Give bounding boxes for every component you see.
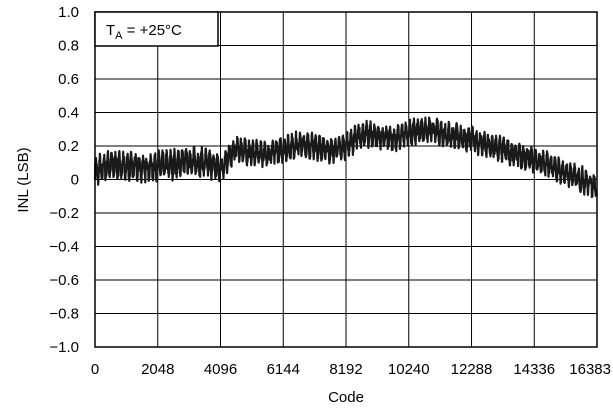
x-tick-label: 0: [91, 361, 99, 378]
y-tick-label: −0.4: [49, 239, 79, 256]
y-tick-label: −0.8: [49, 306, 79, 323]
x-axis-title: Code: [328, 389, 364, 406]
x-tick-label: 16383: [569, 361, 611, 378]
annotation-symbol: T: [106, 22, 115, 39]
y-axis-title: INL (LSB): [15, 147, 32, 212]
y-tick-label: 0.6: [58, 71, 79, 88]
x-axis-ticks: 0 2048 4096 6144 8192 10240 12288 14336 16383: [91, 361, 611, 378]
y-tick-label: −0.2: [49, 205, 79, 222]
annotation-subscript: A: [115, 30, 123, 42]
x-tick-label: 6144: [267, 361, 300, 378]
x-tick-label: 8192: [329, 361, 362, 378]
x-tick-label: 14336: [513, 361, 555, 378]
inl-series-line: [93, 116, 598, 199]
y-tick-label: 0.4: [58, 105, 79, 122]
annotation-box: [94, 11, 219, 47]
annotation-text: = +25°C: [123, 22, 183, 39]
temperature-annotation: TA = +25°C: [94, 11, 219, 47]
x-tick-label: 12288: [451, 361, 493, 378]
plot-frame: [94, 11, 598, 348]
x-tick-label: 2048: [141, 361, 174, 378]
y-tick-label: 0.8: [58, 38, 79, 55]
series-group: [93, 116, 598, 199]
y-axis-ticks: 1.0 0.8 0.6 0.4 0.2 0 −0.2 −0.4 −0.6 −0.8 −1.0: [49, 4, 79, 356]
x-tick-label: 10240: [388, 361, 430, 378]
svg-text:TA = +25°C: TA = +25°C: [106, 22, 182, 42]
y-tick-label: −0.6: [49, 272, 79, 289]
y-tick-label: 0: [71, 172, 79, 189]
y-tick-label: 0.2: [58, 138, 79, 155]
y-tick-label: −1.0: [49, 339, 79, 356]
y-tick-label: 1.0: [58, 4, 79, 21]
x-tick-label: 4096: [204, 361, 237, 378]
